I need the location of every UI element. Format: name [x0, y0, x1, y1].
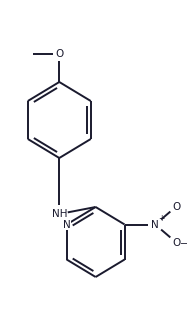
Text: O: O: [55, 49, 63, 59]
Text: N: N: [63, 219, 70, 230]
Text: O: O: [172, 201, 180, 212]
Text: N: N: [151, 219, 159, 230]
Text: NH: NH: [52, 209, 67, 219]
Text: O: O: [172, 238, 180, 247]
Text: +: +: [158, 214, 164, 223]
Text: −: −: [180, 240, 187, 249]
